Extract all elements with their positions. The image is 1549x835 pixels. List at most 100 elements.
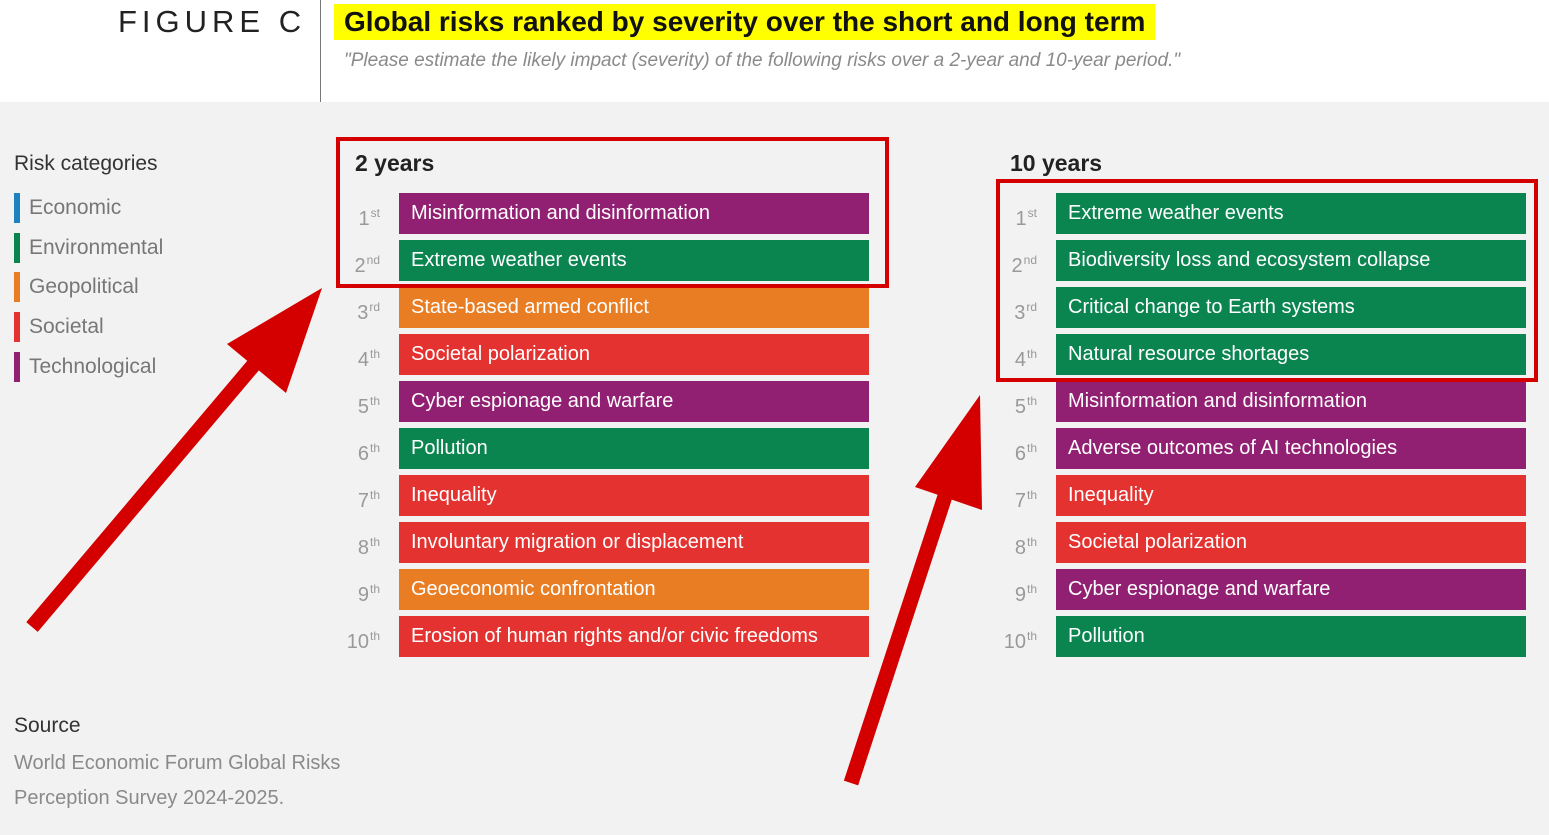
rank-suffix: th (369, 629, 380, 643)
rank-suffix: th (1026, 629, 1037, 643)
rank-label: 10th (340, 616, 380, 657)
column-title-2-years: 2 years (355, 150, 435, 176)
rank-suffix: th (1026, 582, 1037, 596)
figure-label: FIGURE C (118, 4, 307, 39)
rank-suffix: th (1026, 347, 1037, 361)
highlight-box-10-years (996, 179, 1538, 382)
rank-number: 7 (357, 490, 369, 512)
rank-number: 6 (1014, 443, 1026, 465)
column-title-10-years: 10 years (1010, 150, 1103, 176)
legend-item-societal: Societal (14, 312, 104, 342)
risk-bar: Inequality (1056, 475, 1526, 516)
rank-label: 8th (340, 522, 380, 563)
rank-suffix: th (1026, 394, 1037, 408)
rank-label: 5th (340, 381, 380, 422)
rank-label: 10th (997, 616, 1037, 657)
legend-label: Geopolitical (29, 275, 139, 298)
rank-label: 3rd (997, 287, 1037, 328)
rank-number: 3 (357, 302, 369, 324)
rank-label: 3rd (340, 287, 380, 328)
risk-bar: Extreme weather events (399, 240, 869, 281)
risk-bar: Critical change to Earth systems (1056, 287, 1526, 328)
source-title: Source (14, 714, 81, 737)
rank-number: 9 (1014, 584, 1026, 606)
rank-suffix: st (1027, 206, 1037, 220)
risk-bar: Societal polarization (1056, 522, 1526, 563)
rank-number: 5 (1014, 396, 1026, 418)
risk-bar: Cyber espionage and warfare (1056, 569, 1526, 610)
rank-number: 1 (358, 208, 370, 230)
rank-suffix: th (369, 394, 380, 408)
legend-label: Environmental (29, 236, 164, 259)
rank-suffix: th (1026, 488, 1037, 502)
rank-suffix: th (1026, 441, 1037, 455)
risk-bar: State-based armed conflict (399, 287, 869, 328)
rank-label: 9th (340, 569, 380, 610)
rank-suffix: nd (366, 253, 380, 267)
legend-swatch (14, 233, 20, 263)
legend-label: Economic (29, 196, 122, 219)
rank-number: 9 (357, 584, 369, 606)
rank-suffix: th (369, 441, 380, 455)
risk-bar: Natural resource shortages (1056, 334, 1526, 375)
rank-label: 8th (997, 522, 1037, 563)
risk-bar: Cyber espionage and warfare (399, 381, 869, 422)
rank-number: 10 (346, 631, 369, 653)
legend-item-environmental: Environmental (14, 233, 163, 263)
rank-label: 6th (340, 428, 380, 469)
risk-bar: Pollution (399, 428, 869, 469)
rank-number: 10 (1003, 631, 1026, 653)
rank-suffix: st (370, 206, 380, 220)
rank-suffix: th (369, 582, 380, 596)
rank-suffix: rd (369, 300, 380, 314)
rank-number: 8 (357, 537, 369, 559)
risk-bar: Biodiversity loss and ecosystem collapse (1056, 240, 1526, 281)
rank-number: 1 (1015, 208, 1027, 230)
rank-suffix: th (369, 488, 380, 502)
legend-item-geopolitical: Geopolitical (14, 272, 139, 302)
rank-suffix: th (369, 347, 380, 361)
rank-number: 5 (357, 396, 369, 418)
legend-item-economic: Economic (14, 193, 121, 223)
rank-number: 4 (357, 349, 369, 371)
rank-suffix: nd (1023, 253, 1037, 267)
rank-number: 4 (1014, 349, 1026, 371)
risk-bar: Societal polarization (399, 334, 869, 375)
highlight-box-2-years (336, 137, 889, 288)
legend-swatch (14, 312, 20, 342)
risk-bar: Involuntary migration or displacement (399, 522, 869, 563)
rank-number: 2 (1011, 255, 1023, 277)
figure-subtitle: "Please estimate the likely impact (seve… (344, 50, 1181, 71)
rank-label: 6th (997, 428, 1037, 469)
legend-swatch (14, 272, 20, 302)
legend-swatch (14, 352, 20, 382)
rank-label: 7th (340, 475, 380, 516)
rank-suffix: rd (1026, 300, 1037, 314)
rank-number: 3 (1014, 302, 1026, 324)
risk-bar: Geoeconomic confrontation (399, 569, 869, 610)
rank-label: 9th (997, 569, 1037, 610)
rank-label: 1st (997, 193, 1037, 234)
rank-suffix: th (369, 535, 380, 549)
rank-label: 2nd (997, 240, 1037, 281)
risk-bar: Pollution (1056, 616, 1526, 657)
rank-label: 5th (997, 381, 1037, 422)
rank-number: 6 (357, 443, 369, 465)
risk-bar: Misinformation and disinformation (1056, 381, 1526, 422)
rank-label: 7th (997, 475, 1037, 516)
rank-suffix: th (1026, 535, 1037, 549)
rank-label: 2nd (340, 240, 380, 281)
rank-label: 4th (340, 334, 380, 375)
risk-bar: Erosion of human rights and/or civic fre… (399, 616, 869, 657)
risk-bar: Adverse outcomes of AI technologies (1056, 428, 1526, 469)
risk-bar: Inequality (399, 475, 869, 516)
legend-label: Societal (29, 315, 104, 338)
figure-header: FIGURE C Global risks ranked by severity… (0, 0, 1549, 102)
arrow-to-10-years (843, 395, 982, 786)
rank-label: 4th (997, 334, 1037, 375)
legend-title: Risk categories (14, 152, 158, 175)
risk-bar: Misinformation and disinformation (399, 193, 869, 234)
risk-bar: Extreme weather events (1056, 193, 1526, 234)
legend-item-technological: Technological (14, 352, 156, 382)
rank-number: 8 (1014, 537, 1026, 559)
